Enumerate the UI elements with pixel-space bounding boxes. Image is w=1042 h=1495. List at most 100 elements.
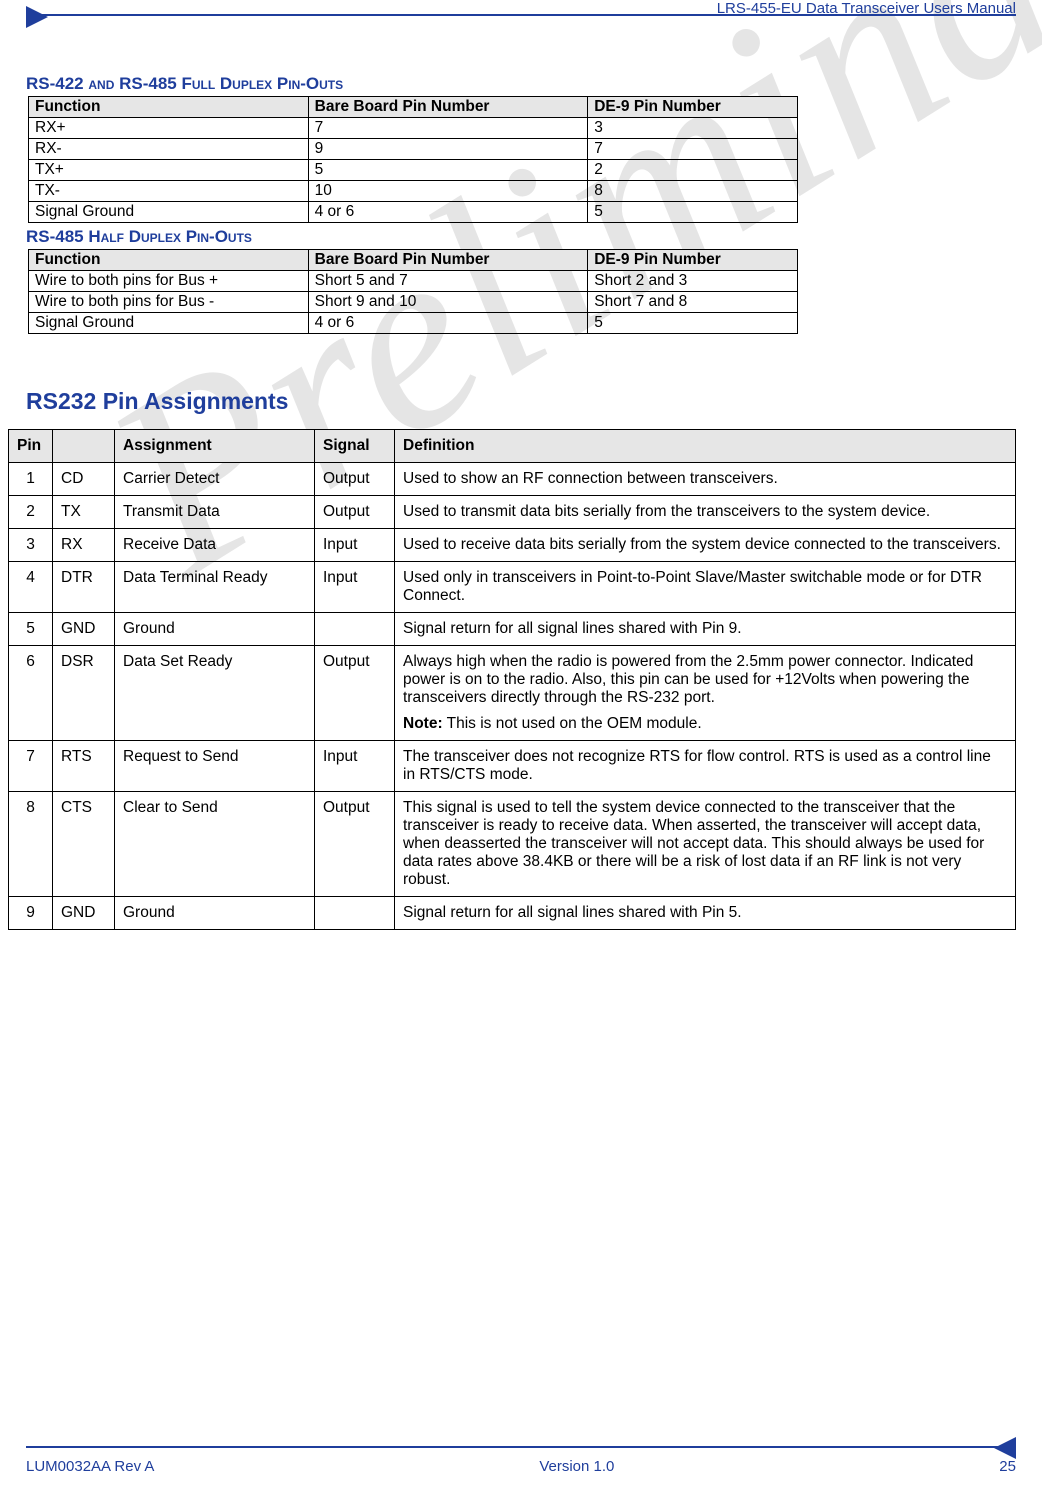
table-cell: 2 [588, 160, 798, 181]
cell-pin: 4 [9, 562, 53, 613]
cell-pin: 3 [9, 529, 53, 562]
page-footer: LUM0032AA Rev A Version 1.0 25 [26, 1446, 1016, 1475]
table-row: TX-108 [29, 181, 798, 202]
cell-pin: 6 [9, 646, 53, 741]
table-cell: 5 [588, 202, 798, 223]
table-cell: 7 [588, 139, 798, 160]
cell-definition: Used only in transceivers in Point-to-Po… [395, 562, 1016, 613]
col-assignment: Assignment [115, 430, 315, 463]
table-cell: Short 7 and 8 [588, 292, 798, 313]
cell-assignment: Carrier Detect [115, 463, 315, 496]
cell-definition: Used to transmit data bits serially from… [395, 496, 1016, 529]
cell-pin: 8 [9, 792, 53, 897]
table-cell: RX+ [29, 118, 309, 139]
cell-abbr: GND [53, 897, 115, 930]
col-abbr [53, 430, 115, 463]
cell-abbr: RTS [53, 741, 115, 792]
col-bare-board: Bare Board Pin Number [308, 250, 588, 271]
table-row: 2TXTransmit DataOutputUsed to transmit d… [9, 496, 1016, 529]
footer-version: Version 1.0 [539, 1458, 614, 1475]
table-rs232: Pin Assignment Signal Definition 1CDCarr… [8, 429, 1016, 930]
table-row: 9GNDGround Signal return for all signal l… [9, 897, 1016, 930]
cell-definition: Signal return for all signal lines share… [395, 613, 1016, 646]
col-de9: DE-9 Pin Number [588, 250, 798, 271]
table-cell: 9 [308, 139, 588, 160]
table-row: Signal Ground4 or 65 [29, 313, 798, 334]
cell-pin: 7 [9, 741, 53, 792]
cell-assignment: Ground [115, 897, 315, 930]
cell-abbr: DSR [53, 646, 115, 741]
col-bare-board: Bare Board Pin Number [308, 97, 588, 118]
cell-definition: The transceiver does not recognize RTS f… [395, 741, 1016, 792]
table-cell: 4 or 6 [308, 202, 588, 223]
cell-pin: 2 [9, 496, 53, 529]
table-cell: 7 [308, 118, 588, 139]
table-cell: RX- [29, 139, 309, 160]
table-row: 1CDCarrier DetectOutputUsed to show an R… [9, 463, 1016, 496]
cell-assignment: Receive Data [115, 529, 315, 562]
table-row: TX+52 [29, 160, 798, 181]
section3-title: RS232 Pin Assignments [26, 388, 1016, 415]
table-row: Wire to both pins for Bus -Short 9 and 1… [29, 292, 798, 313]
table-header-row: Function Bare Board Pin Number DE-9 Pin … [29, 97, 798, 118]
table-row: 6DSRData Set ReadyOutputAlways high when… [9, 646, 1016, 741]
table-cell: Short 5 and 7 [308, 271, 588, 292]
section1-title: RS-422 and RS-485 Full Duplex Pin-Outs [26, 74, 1016, 94]
cell-abbr: CD [53, 463, 115, 496]
cell-signal [315, 613, 395, 646]
cell-abbr: GND [53, 613, 115, 646]
col-signal: Signal [315, 430, 395, 463]
table-cell: Wire to both pins for Bus - [29, 292, 309, 313]
cell-definition: This signal is used to tell the system d… [395, 792, 1016, 897]
col-de9: DE-9 Pin Number [588, 97, 798, 118]
table-cell: 5 [588, 313, 798, 334]
footer-page-number: 25 [999, 1458, 1016, 1475]
cell-signal: Output [315, 646, 395, 741]
table-cell: 3 [588, 118, 798, 139]
col-function: Function [29, 97, 309, 118]
cell-assignment: Request to Send [115, 741, 315, 792]
cell-signal: Output [315, 496, 395, 529]
table-row: 8CTSClear to SendOutputThis signal is us… [9, 792, 1016, 897]
cell-definition: Used to show an RF connection between tr… [395, 463, 1016, 496]
table-header-row: Pin Assignment Signal Definition [9, 430, 1016, 463]
cell-pin: 9 [9, 897, 53, 930]
cell-definition: Signal return for all signal lines share… [395, 897, 1016, 930]
footer-arrow-icon [994, 1437, 1016, 1459]
cell-pin: 5 [9, 613, 53, 646]
table-cell: TX+ [29, 160, 309, 181]
table-cell: Signal Ground [29, 313, 309, 334]
cell-signal [315, 897, 395, 930]
cell-definition: Always high when the radio is powered fr… [395, 646, 1016, 741]
table-cell: Short 9 and 10 [308, 292, 588, 313]
cell-abbr: RX [53, 529, 115, 562]
cell-assignment: Transmit Data [115, 496, 315, 529]
table-cell: 4 or 6 [308, 313, 588, 334]
table-header-row: Function Bare Board Pin Number DE-9 Pin … [29, 250, 798, 271]
table-row: 4DTRData Terminal ReadyInputUsed only in… [9, 562, 1016, 613]
footer-doc-id: LUM0032AA Rev A [26, 1458, 154, 1475]
cell-assignment: Data Terminal Ready [115, 562, 315, 613]
table-cell: 5 [308, 160, 588, 181]
cell-definition: Used to receive data bits serially from … [395, 529, 1016, 562]
cell-assignment: Ground [115, 613, 315, 646]
cell-signal: Output [315, 463, 395, 496]
table-row: Wire to both pins for Bus +Short 5 and 7… [29, 271, 798, 292]
cell-assignment: Clear to Send [115, 792, 315, 897]
cell-abbr: DTR [53, 562, 115, 613]
table-cell: 8 [588, 181, 798, 202]
cell-pin: 1 [9, 463, 53, 496]
table-cell: Wire to both pins for Bus + [29, 271, 309, 292]
cell-signal: Input [315, 562, 395, 613]
table-row: 7RTSRequest to SendInputThe transceiver … [9, 741, 1016, 792]
cell-abbr: TX [53, 496, 115, 529]
table-cell: 10 [308, 181, 588, 202]
cell-abbr: CTS [53, 792, 115, 897]
table-cell: TX- [29, 181, 309, 202]
table-full-duplex: Function Bare Board Pin Number DE-9 Pin … [28, 96, 798, 223]
table-row: RX+73 [29, 118, 798, 139]
table-row: Signal Ground4 or 65 [29, 202, 798, 223]
section2-title: RS-485 Half Duplex Pin-Outs [26, 227, 1016, 247]
col-definition: Definition [395, 430, 1016, 463]
table-row: 5GNDGround Signal return for all signal l… [9, 613, 1016, 646]
